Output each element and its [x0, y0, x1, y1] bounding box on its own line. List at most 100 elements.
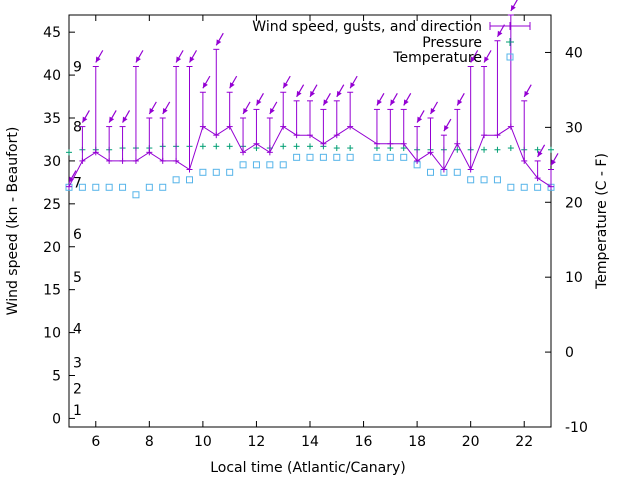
- wind-direction-arrow: [309, 84, 318, 98]
- wind-direction-arrow: [389, 92, 398, 106]
- temperature-point: [132, 191, 140, 199]
- gust-bar: [146, 117, 153, 153]
- temperature-point: [252, 161, 260, 169]
- legend-temperature-label: Temperature: [392, 50, 482, 66]
- gust-bar: [548, 169, 554, 187]
- gust-bar: [454, 108, 461, 144]
- temperature-point: [400, 153, 408, 161]
- wind-direction-arrow: [269, 101, 278, 115]
- gust-bar: [159, 117, 166, 161]
- temperature-point: [520, 183, 528, 191]
- gust-bar: [333, 100, 340, 136]
- gust-bar: [92, 66, 99, 153]
- wind-direction-arrow: [376, 92, 385, 106]
- gust-bar: [373, 108, 380, 144]
- gust-bar: [213, 48, 220, 136]
- wind-direction-arrow: [229, 75, 238, 89]
- gust-bar: [240, 117, 247, 153]
- pressure-point: [333, 145, 340, 152]
- wind-direction-arrow: [523, 84, 532, 98]
- gust-bar: [467, 66, 474, 170]
- gust-bar: [199, 91, 206, 127]
- pressure-point: [481, 146, 488, 153]
- beaufort-label: 9: [73, 60, 82, 76]
- temperature-point: [172, 176, 180, 184]
- wind-direction-arrow: [470, 50, 479, 63]
- pressure-point: [454, 146, 461, 153]
- wind-direction-arrow: [122, 110, 131, 123]
- temperature-point: [105, 183, 113, 191]
- gust-bar: [494, 40, 501, 136]
- temperature-point: [386, 153, 394, 161]
- beaufort-labels: 1 2 3 4 5 6 7 8 9: [73, 60, 82, 419]
- temperature-point: [507, 183, 515, 191]
- y-tick-label: 35: [43, 111, 61, 127]
- wind-direction-arrow: [336, 84, 345, 98]
- fahrenheit-label: 80: [531, 0, 549, 4]
- pressure-point: [226, 143, 233, 150]
- wind-direction-arrow: [510, 0, 518, 12]
- wind-direction-arrow: [242, 101, 251, 115]
- wind-direction-arrow: [148, 101, 157, 115]
- wind-direction-arrow: [81, 110, 90, 123]
- pressure-point: [66, 149, 72, 156]
- gust-bar: [481, 66, 488, 136]
- x-tick-label: 16: [355, 434, 373, 450]
- x-tick-label: 20: [462, 434, 480, 450]
- wind-direction-arrow: [496, 24, 505, 38]
- x-tick-label: 12: [248, 434, 266, 450]
- wind-direction-arrow: [550, 153, 559, 166]
- temperature-point: [239, 161, 247, 169]
- beaufort-label: 5: [73, 270, 82, 286]
- series-temperature: [65, 153, 555, 199]
- x-tick-label: 18: [408, 434, 426, 450]
- pressure-point: [347, 145, 354, 152]
- wind-direction-arrow: [108, 110, 117, 123]
- wind-direction-arrow: [537, 144, 546, 158]
- temperature-point: [453, 168, 461, 176]
- y-axis-left: 0 5 10 15 20 25 30 35 40 45: [43, 25, 75, 427]
- y2-tick-label: 10: [565, 270, 583, 286]
- beaufort-label: 3: [73, 356, 82, 372]
- y-axis-right: -10 0 10 20 30 40: [545, 45, 588, 436]
- temperature-point: [279, 161, 287, 169]
- gust-bar: [347, 91, 354, 127]
- wind-direction-arrow: [443, 118, 452, 132]
- wind-speed-line: [68, 125, 552, 188]
- beaufort-label: 2: [73, 381, 82, 397]
- temperature-point: [333, 153, 341, 161]
- gust-bar: [307, 100, 313, 136]
- gust-bar: [119, 126, 126, 161]
- pressure-point: [307, 143, 313, 150]
- y2-tick-label: 30: [565, 120, 583, 136]
- temperature-point: [346, 153, 354, 161]
- wind-direction-arrow: [296, 84, 305, 98]
- plot-frame: [68, 14, 552, 428]
- wind-direction-arrow: [162, 101, 171, 115]
- pressure-point: [534, 146, 541, 153]
- pressure-point: [494, 146, 501, 153]
- temperature-point: [293, 153, 301, 161]
- gust-bar: [132, 66, 139, 161]
- wind-direction-arrow: [322, 92, 331, 106]
- y-tick-label: 30: [43, 154, 61, 170]
- gust-bar: [320, 108, 327, 144]
- y-axis-label: Wind speed (kn - Beaufort): [5, 127, 21, 316]
- legend-temperature-symbol: [506, 53, 514, 61]
- gust-bar: [440, 134, 447, 170]
- gust-bar: [507, 14, 514, 127]
- wind-point: [66, 183, 72, 190]
- legend-wind-label: Wind speed, gusts, and direction: [252, 19, 482, 35]
- beaufort-label: 6: [73, 227, 82, 243]
- y-tick-label: 40: [43, 68, 61, 84]
- wind-direction-arrow: [68, 170, 77, 183]
- wind-direction-arrow: [483, 50, 492, 63]
- y2-tick-label: 40: [565, 45, 583, 61]
- y2-tick-label: -10: [565, 420, 588, 436]
- x-tick-label: 22: [515, 434, 533, 450]
- wind-direction-arrow: [456, 92, 465, 106]
- wind-direction-arrow: [429, 101, 439, 115]
- temperature-point: [319, 153, 327, 161]
- wind-direction-arrow: [95, 50, 104, 63]
- wind-direction-arrow: [135, 50, 144, 63]
